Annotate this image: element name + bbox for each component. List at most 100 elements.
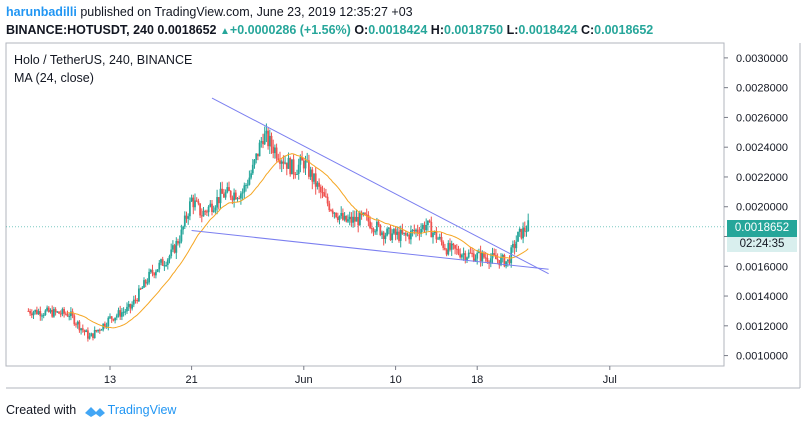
candle-body	[522, 227, 524, 239]
candle-body	[428, 220, 431, 223]
candle-body	[183, 215, 186, 227]
candle-body	[304, 160, 307, 169]
candle-body	[333, 212, 336, 214]
candle-body	[449, 243, 451, 250]
candle-body	[309, 169, 312, 177]
candle-body	[134, 299, 137, 301]
candle-body	[496, 259, 499, 261]
candle-body	[391, 233, 394, 241]
candle-body	[330, 210, 332, 212]
candle-body	[467, 252, 470, 258]
candle-body	[246, 184, 249, 186]
candle-body	[153, 273, 156, 276]
candle-body	[49, 309, 52, 312]
candle-body	[454, 245, 456, 249]
candle-body	[498, 260, 501, 266]
candle-body	[389, 227, 392, 241]
x-tick-label: 21	[185, 374, 197, 386]
candle-body	[114, 317, 116, 321]
candle-body	[512, 243, 514, 248]
candle-body	[170, 249, 173, 257]
candle-body	[302, 160, 305, 169]
candle-body	[194, 200, 196, 208]
author-name[interactable]: harunbadilli	[6, 5, 77, 19]
candle-body	[444, 247, 446, 250]
candle-body	[471, 253, 473, 255]
candle-body	[478, 251, 480, 253]
trendline[interactable]	[191, 230, 549, 270]
candle-body	[481, 252, 484, 262]
chart-title: Holo / TetherUS, 240, BINANCE	[14, 53, 193, 67]
indicator-legend[interactable]: MA (24, close)	[14, 71, 94, 85]
candle-body	[257, 153, 259, 157]
candle-body	[253, 159, 256, 165]
candle-body	[61, 309, 64, 315]
y-tick-label: 0.0010000	[736, 351, 788, 363]
candle-body	[226, 187, 229, 193]
brand-name[interactable]: TradingView	[107, 403, 177, 417]
candle-body	[75, 324, 77, 326]
candle-body	[338, 215, 341, 221]
candle-body	[435, 231, 438, 240]
candle-body	[141, 287, 144, 289]
candle-body	[359, 212, 361, 226]
candle-body	[87, 330, 89, 339]
candle-body	[495, 255, 497, 260]
candle-body	[316, 182, 319, 187]
y-tick-label: 0.0012000	[736, 321, 788, 333]
candle-body	[466, 257, 468, 261]
candle-body	[386, 228, 388, 236]
candle-body	[452, 243, 455, 246]
candle-body	[455, 248, 458, 250]
candle-body	[299, 156, 302, 165]
candle-body	[216, 197, 218, 208]
candle-body	[258, 142, 261, 157]
candle-body	[326, 196, 329, 204]
y-tick-label: 0.0014000	[736, 291, 788, 303]
candle-body	[420, 228, 422, 235]
candle-body	[423, 224, 426, 231]
candle-body	[308, 160, 310, 177]
candle-body	[450, 243, 453, 250]
y-tick-label: 0.0026000	[736, 112, 788, 124]
candle-body	[148, 271, 150, 283]
candle-body	[370, 228, 373, 230]
candle-body	[323, 192, 326, 197]
candle-body	[393, 229, 395, 234]
candle-body	[71, 311, 74, 316]
candle-body	[294, 174, 297, 176]
candle-body	[104, 323, 106, 327]
candle-body	[367, 214, 370, 222]
candle-body	[56, 311, 59, 313]
y-tick-label: 0.0030000	[736, 53, 788, 65]
candle-body	[151, 269, 154, 274]
candle-body	[394, 229, 397, 235]
last-price: 0.0018652	[157, 23, 217, 37]
candle-body	[440, 236, 443, 242]
candle-body	[399, 229, 402, 241]
candle-body	[233, 192, 235, 201]
trendline[interactable]	[211, 97, 549, 275]
candle-body	[217, 197, 220, 204]
candle-body	[156, 269, 159, 272]
footer: Created with TradingView	[6, 403, 176, 418]
candle-body	[78, 321, 81, 331]
y-tick-label: 0.0016000	[736, 261, 788, 273]
candle-body	[107, 317, 110, 327]
candle-body	[379, 224, 382, 235]
x-tick-label: Jul	[603, 374, 617, 386]
candle-body	[345, 215, 348, 222]
candle-body	[155, 271, 157, 276]
candle-body	[209, 203, 212, 207]
candle-body	[268, 135, 271, 147]
candle-body	[68, 316, 71, 318]
candle-body	[138, 288, 140, 302]
candle-body	[41, 315, 43, 317]
candle-body	[185, 215, 188, 219]
candle-body	[314, 173, 317, 187]
candle-body	[425, 225, 428, 231]
candle-body	[513, 243, 516, 249]
candle-body	[85, 330, 88, 333]
candle-body	[292, 159, 295, 175]
